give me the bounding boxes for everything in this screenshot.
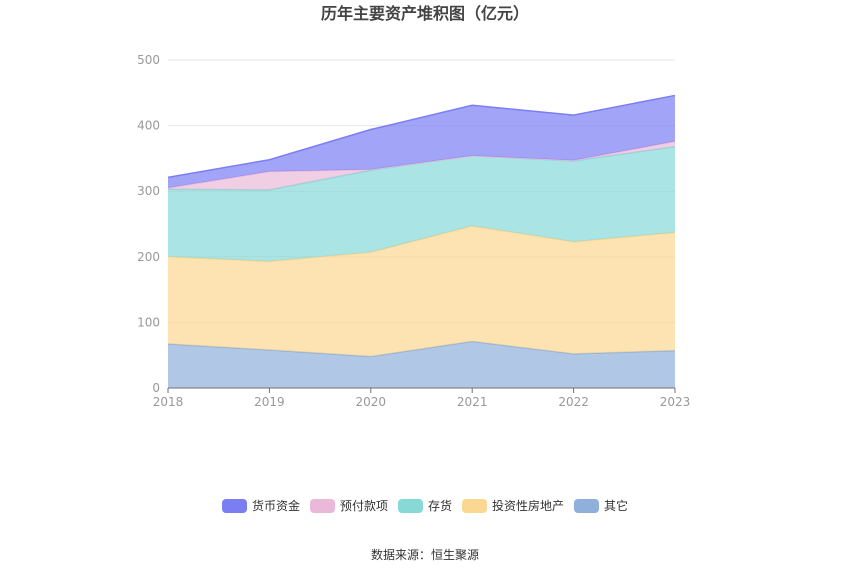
y-tick-label: 500 (137, 53, 160, 67)
x-tick-label: 2023 (660, 395, 691, 409)
legend-label: 其它 (604, 499, 629, 513)
y-tick-label: 100 (137, 315, 160, 329)
y-tick-label: 300 (137, 184, 160, 198)
x-tick-label: 2022 (558, 395, 589, 409)
area-line-4 (167, 94, 676, 179)
legend-swatch (221, 499, 247, 513)
area-series-0 (168, 341, 675, 388)
area-series-1 (168, 225, 675, 357)
legend-swatch (574, 499, 600, 513)
y-tick-label: 0 (152, 381, 160, 395)
legend-item[interactable]: 货币资金 (221, 497, 300, 515)
legend-item[interactable]: 预付款项 (309, 497, 388, 515)
y-tick-label: 200 (137, 250, 160, 264)
chart-title: 历年主要资产堆积图（亿元） (320, 4, 529, 23)
axis-layer: 0 100 200 300 400 500 2018 2019 2020 2021 2022 2023 (137, 53, 690, 409)
legend-label: 预付款项 (339, 499, 388, 513)
area-series-4 (168, 95, 675, 188)
y-tick-label: 400 (137, 119, 160, 133)
legend-item[interactable]: 存货 (397, 497, 452, 515)
x-tick-label: 2019 (254, 395, 285, 409)
legend: 货币资金 预付款项 存货 投资性房地产 其它 (0, 497, 850, 515)
legend-label: 货币资金 (251, 499, 300, 513)
legend-swatch (462, 499, 487, 513)
area-series-3 (168, 141, 675, 190)
area-series-2 (168, 146, 675, 262)
legend-label: 存货 (427, 499, 452, 513)
legend-swatch (397, 499, 423, 513)
x-tick-label: 2021 (457, 395, 488, 409)
legend-label: 投资性房地产 (492, 499, 565, 513)
legend-item[interactable]: 其它 (574, 497, 628, 515)
area-layer (167, 94, 676, 388)
x-tick-label: 2018 (153, 395, 184, 409)
data-source: 数据来源：恒生聚源 (370, 548, 479, 562)
legend-item[interactable]: 投资性房地产 (462, 497, 564, 515)
x-tick-label: 2020 (356, 395, 387, 409)
legend-swatch (309, 499, 335, 513)
